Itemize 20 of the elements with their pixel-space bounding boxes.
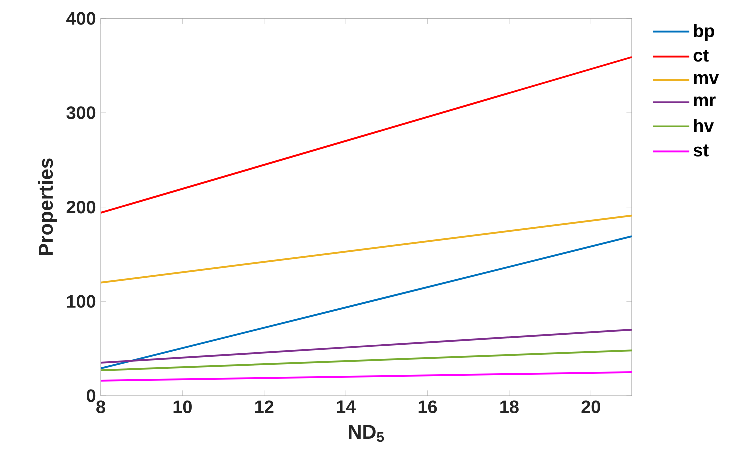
x-tick-label: 8 [96, 400, 106, 414]
x-tick-label: 18 [500, 400, 519, 414]
y-tick-label: 200 [66, 200, 96, 214]
x-tick-label: 16 [418, 400, 438, 414]
x-tick-label: 12 [256, 400, 274, 414]
x-tick-label: 20 [582, 400, 600, 414]
x-axis-title: ND$_{5}$ [349, 425, 384, 442]
y-tick-label: 300 [66, 106, 96, 120]
legend-label: st [694, 144, 709, 157]
legend-label: bp [694, 24, 714, 42]
x-tick-label: 14 [337, 400, 356, 414]
legend-label: mv [694, 74, 720, 84]
legend-label: mr [694, 96, 716, 106]
y-tick-label: 400 [66, 12, 96, 26]
y-tick-label: 100 [67, 295, 96, 308]
y-axis-title: Properties [38, 158, 58, 256]
x-tick-label: 10 [174, 400, 192, 414]
legend-label: hv [694, 119, 714, 132]
legend-label: ct [694, 50, 709, 62]
y-tick-label: 0 [86, 390, 96, 402]
